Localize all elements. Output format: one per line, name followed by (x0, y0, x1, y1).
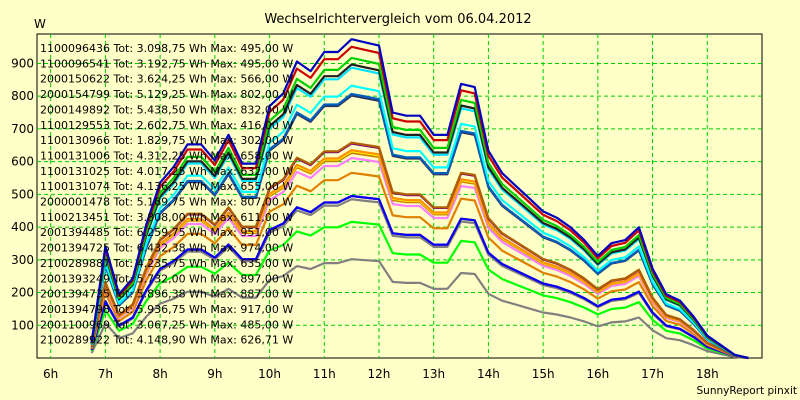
legend-entry: 2000149892 Tot: 5.438,50 Wh Max: 832,00 … (40, 103, 293, 116)
legend-entry: 2001393249 Tot: 5.732,00 Wh Max: 897,00 … (40, 272, 293, 285)
legend-entry: 1100131074 Tot: 4.136,25 Wh Max: 655,00 … (40, 180, 293, 193)
x-tick-label: 9h (207, 367, 222, 381)
legend-entry: 2100289922 Tot: 4.148,90 Wh Max: 626,71 … (40, 334, 293, 347)
series-line (90, 38, 749, 360)
legend-entry: 2001394798 Tot: 5.936,75 Wh Max: 917,00 … (40, 303, 293, 316)
series-line (90, 171, 749, 360)
legend-entry: 2001100969 Tot: 3.067,25 Wh Max: 485,00 … (40, 318, 293, 331)
x-tick-label: 16h (586, 367, 609, 381)
legend-entry: 2000150622 Tot: 3.624,25 Wh Max: 566,00 … (40, 73, 293, 86)
x-tick-label: 17h (641, 367, 664, 381)
y-tick-label: 300 (11, 253, 34, 267)
legend-entry: 1100096436 Tot: 3.098,75 Wh Max: 495,00 … (40, 42, 293, 55)
y-tick-label: 600 (11, 155, 34, 169)
legend-entry: 1100096541 Tot: 3.192,75 Wh Max: 495,00 … (40, 57, 293, 70)
x-tick-label: 15h (532, 367, 555, 381)
legend-entry: 1100131006 Tot: 4.312,25 Wh Max: 658,00 … (40, 149, 293, 162)
legend-entry: 2000001478 Tot: 5.169,75 Wh Max: 807,00 … (40, 196, 293, 209)
legend-entry: 2000154799 Tot: 5.129,25 Wh Max: 802,00 … (40, 88, 293, 101)
series-line (90, 84, 749, 360)
legend-entry: 2001394735 Tot: 5.896,38 Wh Max: 887,00 … (40, 288, 293, 301)
legend-entry: 2100289887 Tot: 4.235,75 Wh Max: 635,00 … (40, 257, 293, 270)
y-tick-label: 700 (11, 122, 34, 136)
x-tick-label: 12h (368, 367, 391, 381)
chart-title: Wechselrichtervergleich vom 06.04.2012 (264, 12, 531, 27)
plot-area: 100 200 300 400 500 600 700 800 900 6h 7h 8h 9h 10h 11… (11, 33, 763, 381)
x-tick-label: 11h (313, 367, 336, 381)
legend-entry: 1100129553 Tot: 2.602,75 Wh Max: 416,00 … (40, 119, 293, 132)
legend-entry: 1100130966 Tot: 1.829,75 Wh Max: 302,00 … (40, 134, 293, 147)
x-tick-label: 18h (696, 367, 719, 381)
series-line (90, 56, 749, 360)
series-line (90, 194, 749, 360)
series-line (90, 149, 749, 360)
y-tick-label: 800 (11, 89, 34, 103)
x-tick-label: 14h (477, 367, 500, 381)
y-tick-label: 200 (11, 286, 34, 300)
y-tick-label: 100 (11, 318, 34, 332)
series-line (90, 141, 749, 360)
legend-entry: 2001394725 Tot: 6.432,38 Wh Max: 974,00 … (40, 242, 293, 255)
x-tick-label: 7h (98, 367, 113, 381)
legend-entry: 1100131025 Tot: 4.017,25 Wh Max: 632,00 … (40, 165, 293, 178)
legend-entry: 2001394485 Tot: 6.259,75 Wh Max: 951,00 … (40, 226, 293, 239)
chart-footer: SunnyReport pinxit (697, 385, 797, 397)
y-tick-label: 400 (11, 220, 34, 234)
x-tick-label: 6h (43, 367, 58, 381)
series-line (90, 220, 749, 360)
x-tick-label: 10h (258, 367, 281, 381)
x-tick-label: 8h (152, 367, 167, 381)
y-tick-label: 900 (11, 56, 34, 70)
series-line (90, 258, 749, 360)
y-axis-label: W (34, 17, 46, 31)
y-tick-label: 500 (11, 187, 34, 201)
series-line (90, 92, 749, 360)
x-tick-label: 13h (422, 367, 445, 381)
legend-entry: 1100213451 Tot: 3.808,00 Wh Max: 611,00 … (40, 211, 293, 224)
